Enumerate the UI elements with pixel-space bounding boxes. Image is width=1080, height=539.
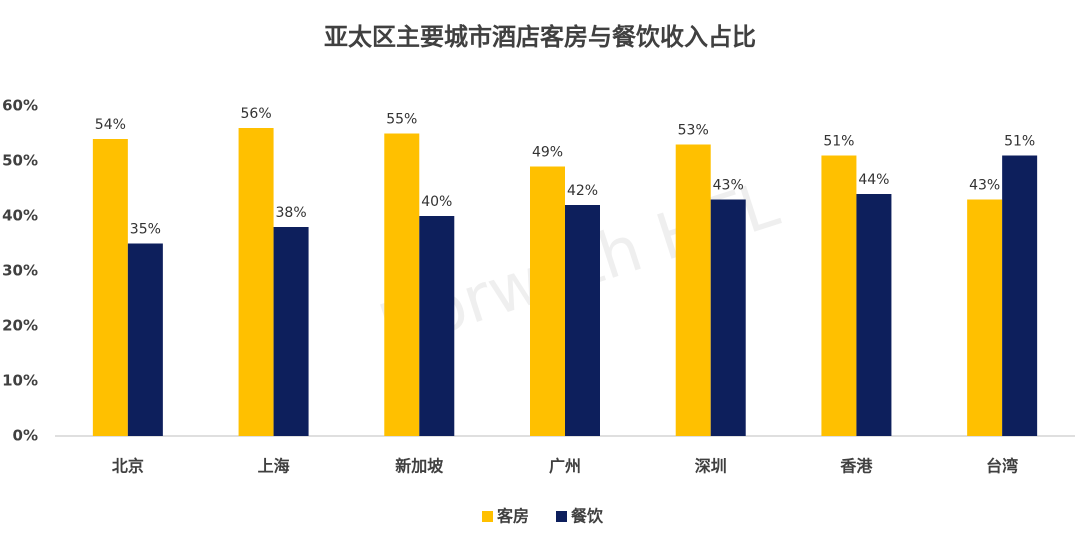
x-tick-label: 上海	[258, 457, 290, 476]
legend-label: 餐饮	[570, 507, 604, 526]
y-tick-label: 10%	[2, 372, 38, 390]
value-label: 38%	[276, 205, 307, 221]
bar	[419, 216, 455, 436]
y-tick-label: 20%	[2, 317, 38, 335]
y-tick-label: 50%	[2, 152, 38, 170]
x-tick-label: 广州	[549, 457, 581, 476]
value-label: 40%	[421, 194, 452, 210]
value-label: 51%	[823, 134, 854, 150]
y-tick-label: 30%	[2, 262, 38, 280]
chart-title: 亚太区主要城市酒店客房与餐饮收入占比	[324, 23, 756, 51]
legend-swatch	[556, 511, 567, 522]
x-tick-label: 深圳	[695, 457, 727, 476]
value-label: 55%	[386, 112, 417, 128]
bar	[821, 155, 857, 436]
x-tick-label: 香港	[839, 457, 873, 476]
value-label: 44%	[858, 172, 889, 188]
bar	[530, 166, 565, 436]
y-tick-label: 40%	[2, 207, 38, 225]
bar	[127, 243, 163, 436]
bar	[856, 194, 892, 436]
y-tick-label: 60%	[2, 97, 38, 115]
bar	[710, 199, 746, 436]
x-tick-label: 北京	[112, 457, 144, 476]
value-label: 51%	[1004, 134, 1035, 150]
bar	[238, 128, 274, 436]
bar	[92, 139, 128, 436]
value-label: 43%	[713, 178, 744, 194]
legend-label: 客房	[497, 507, 529, 526]
bar	[384, 133, 420, 436]
bar	[273, 227, 309, 436]
value-label: 35%	[130, 222, 161, 238]
bar	[565, 205, 600, 436]
x-tick-label: 台湾	[986, 457, 1018, 476]
value-label: 56%	[241, 106, 272, 122]
value-label: 53%	[678, 123, 709, 139]
bar	[675, 144, 711, 436]
value-label: 43%	[969, 178, 1000, 194]
y-tick-label: 0%	[13, 427, 38, 445]
legend-swatch	[482, 511, 493, 522]
bar	[1002, 155, 1038, 436]
value-label: 54%	[95, 117, 126, 133]
value-label: 49%	[532, 145, 563, 161]
value-label: 42%	[567, 183, 598, 199]
bar	[967, 199, 1003, 436]
x-tick-label: 新加坡	[395, 457, 444, 476]
